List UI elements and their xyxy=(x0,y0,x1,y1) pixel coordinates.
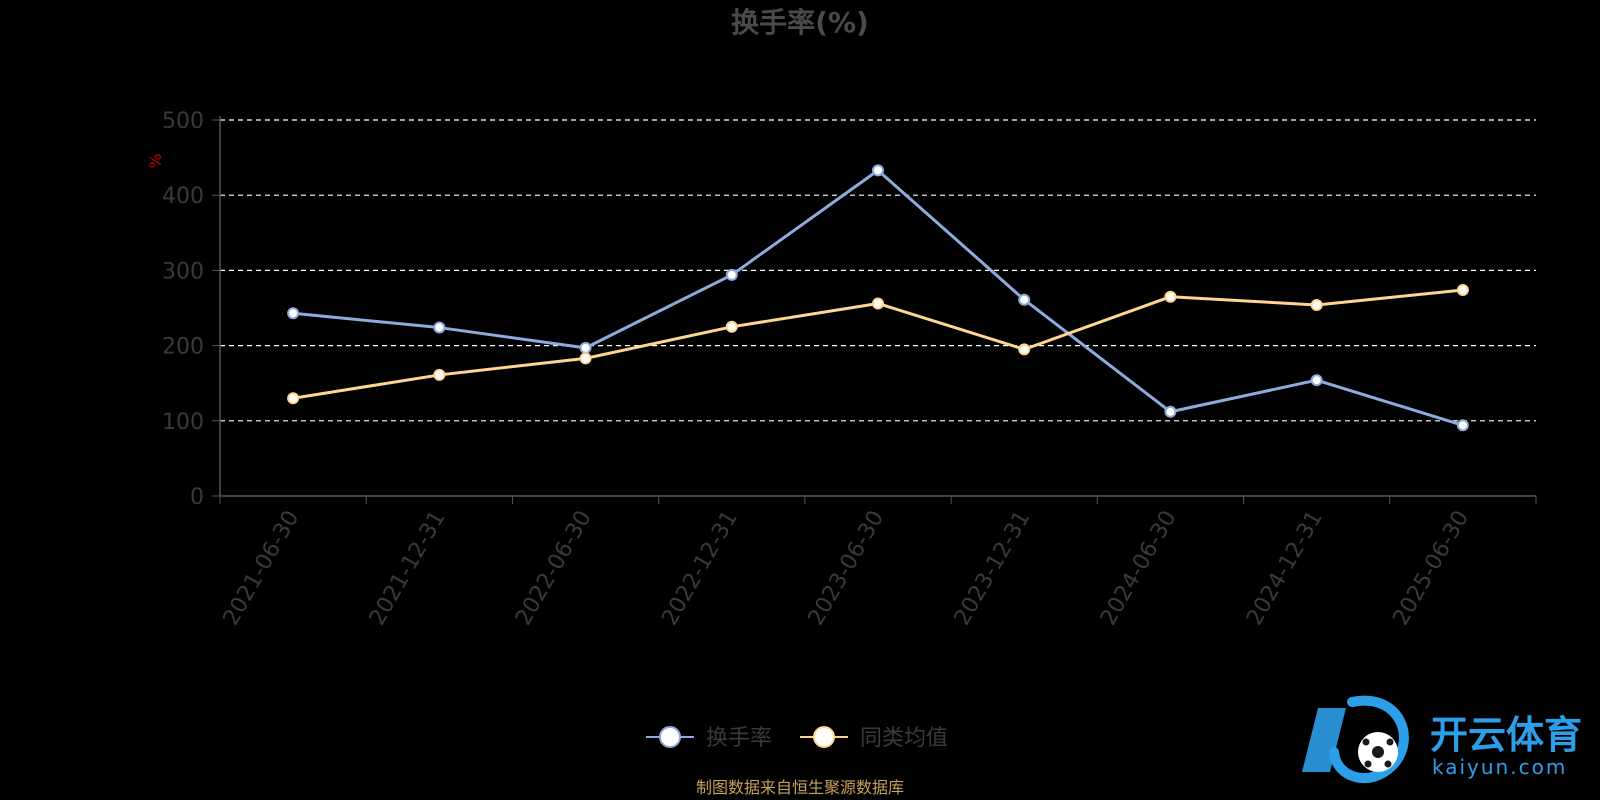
data-point-series-2 xyxy=(725,320,738,333)
x-tick-label: 2024-12-31 xyxy=(1242,507,1328,630)
data-point-series-2 xyxy=(1018,343,1031,356)
data-point-series-2 xyxy=(1310,298,1323,311)
watermark-logo: 开云体育 kaiyun.com xyxy=(1302,695,1582,784)
data-point-series-1 xyxy=(579,341,592,354)
watermark-text-en: kaiyun.com xyxy=(1432,755,1567,779)
data-point-series-1 xyxy=(725,268,738,281)
legend-label-series-1: 换手率 xyxy=(706,726,772,751)
data-point-series-1 xyxy=(1164,405,1177,418)
chart-title: 换手率(%) xyxy=(731,6,869,39)
data-point-series-2 xyxy=(872,297,884,310)
x-tick-label: 2025-06-30 xyxy=(1389,507,1475,630)
x-tick-label: 2022-12-31 xyxy=(657,507,743,630)
y-tick-labels: 0 100 200 300 400 500 xyxy=(162,109,204,510)
legend[interactable]: 换手率 同类均值 xyxy=(646,726,948,751)
y-tick-label: 300 xyxy=(162,259,204,284)
axes xyxy=(219,116,1537,504)
data-point-series-1 xyxy=(1456,419,1469,432)
data-point-series-1 xyxy=(1310,374,1323,387)
data-point-series-1 xyxy=(872,164,884,177)
data-point-series-1 xyxy=(433,321,446,334)
x-tick-label: 2023-12-31 xyxy=(950,507,1036,630)
data-point-series-2 xyxy=(287,392,300,405)
legend-item-series-1[interactable]: 换手率 xyxy=(646,726,772,751)
series-lines xyxy=(287,164,1469,432)
x-tick-label: 2024-06-30 xyxy=(1096,507,1182,630)
y-tick-label: 400 xyxy=(162,184,204,209)
y-tick-label: 100 xyxy=(162,410,204,435)
x-tick-labels: 2021-06-30 2021-12-31 2022-06-30 2022-12-31… xyxy=(219,507,1474,630)
y-tick-label: 200 xyxy=(162,335,204,360)
legend-marker-series-2 xyxy=(813,726,835,748)
data-point-series-2 xyxy=(433,368,446,381)
data-point-series-1 xyxy=(287,307,300,320)
data-source-note: 制图数据来自恒生聚源数据库 xyxy=(696,778,904,797)
data-point-series-2 xyxy=(579,352,592,365)
gridlines xyxy=(212,119,1536,497)
data-point-series-2 xyxy=(1164,290,1177,303)
legend-label-series-2: 同类均值 xyxy=(860,726,948,751)
x-tick-label: 2021-06-30 xyxy=(219,507,305,630)
legend-marker-series-1 xyxy=(659,726,681,748)
legend-item-series-2[interactable]: 同类均值 xyxy=(800,726,948,751)
watermark-text-cn: 开云体育 xyxy=(1430,713,1582,757)
x-tick-label: 2021-12-31 xyxy=(365,507,451,630)
data-point-series-2 xyxy=(1456,283,1469,296)
data-point-series-1 xyxy=(1018,293,1031,306)
y-tick-label: 500 xyxy=(162,109,204,134)
x-tick-label: 2022-06-30 xyxy=(511,507,597,630)
y-tick-label: 0 xyxy=(190,485,204,510)
y-axis-unit: % xyxy=(146,153,165,168)
x-tick-label: 2023-06-30 xyxy=(804,507,890,630)
